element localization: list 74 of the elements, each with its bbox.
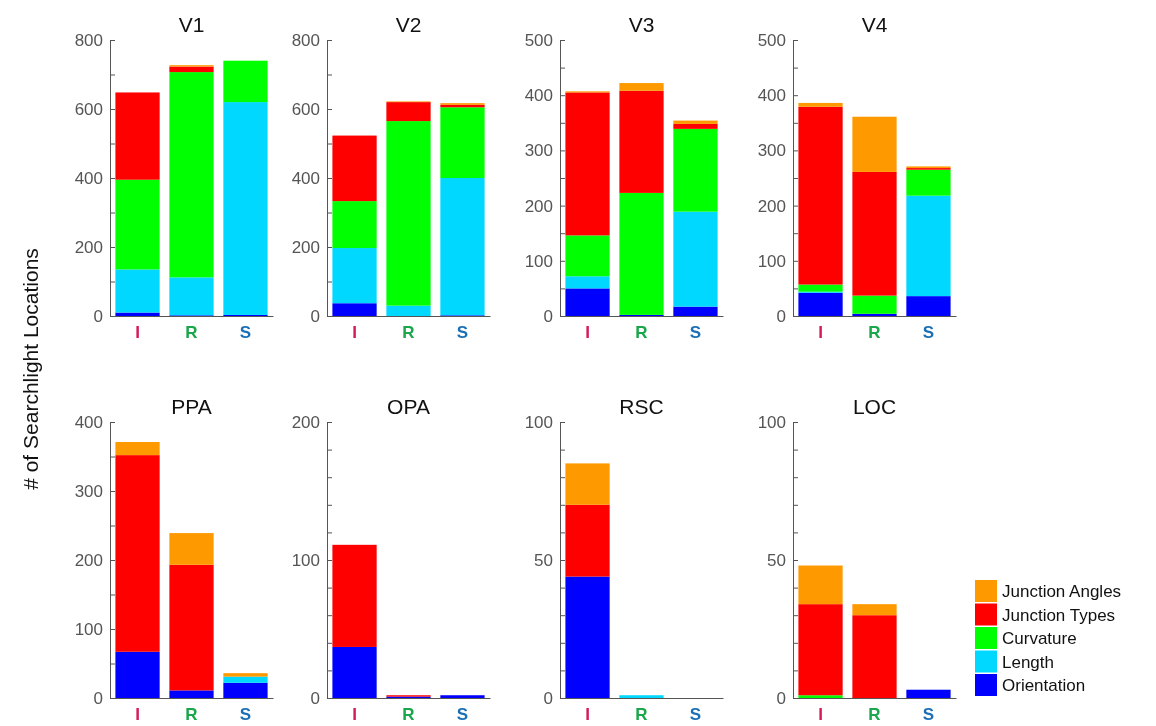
x-tick-label: S — [456, 322, 469, 342]
x-tick-label: I — [585, 322, 590, 342]
chart-title: PPA — [171, 395, 212, 418]
y-tick-label: 0 — [776, 688, 786, 708]
chart-title: V2 — [395, 13, 422, 36]
y-tick-label: 800 — [291, 30, 320, 50]
y-tick-label: 50 — [534, 550, 553, 570]
x-tick-label: R — [868, 704, 881, 724]
y-tick-label: 0 — [543, 688, 553, 708]
y-tick-label: 600 — [291, 99, 320, 119]
y-tick-label: 0 — [310, 688, 320, 708]
y-tick-label: 400 — [74, 412, 103, 432]
y-tick-label: 500 — [757, 30, 786, 50]
y-tick-label: 200 — [74, 550, 103, 570]
y-tick-label: 300 — [524, 141, 553, 161]
y-tick-label: 400 — [757, 86, 786, 106]
x-tick-label: S — [689, 704, 702, 724]
y-tick-label: 100 — [757, 251, 786, 271]
chart-title: V4 — [861, 13, 888, 36]
y-tick-label: 0 — [93, 306, 103, 326]
x-tick-label: I — [352, 322, 357, 342]
x-tick-label: R — [635, 704, 648, 724]
y-tick-label: 100 — [74, 619, 103, 639]
legend-label: Junction Angles — [1002, 582, 1122, 601]
y-tick-label: 400 — [74, 168, 103, 188]
y-tick-label: 200 — [757, 196, 786, 216]
x-tick-label: R — [185, 704, 198, 724]
x-tick-label: S — [689, 322, 702, 342]
y-tick-label: 400 — [524, 86, 553, 106]
y-tick-label: 100 — [524, 412, 553, 432]
x-tick-label: R — [868, 322, 881, 342]
y-tick-label: 200 — [291, 412, 320, 432]
x-tick-label: S — [239, 704, 252, 724]
x-tick-label: I — [585, 704, 590, 724]
y-tick-label: 0 — [543, 306, 553, 326]
y-tick-label: 200 — [74, 237, 103, 257]
y-tick-label: 200 — [524, 196, 553, 216]
x-tick-label: I — [135, 322, 140, 342]
y-tick-label: 400 — [291, 168, 320, 188]
x-tick-label: I — [818, 322, 823, 342]
y-tick-label: 0 — [776, 306, 786, 326]
y-tick-label: 50 — [767, 550, 786, 570]
x-tick-label: I — [818, 704, 823, 724]
x-tick-label: S — [456, 704, 469, 724]
x-tick-label: S — [922, 704, 935, 724]
x-tick-label: I — [135, 704, 140, 724]
x-tick-label: R — [635, 322, 648, 342]
y-tick-label: 0 — [93, 688, 103, 708]
y-tick-label: 0 — [310, 306, 320, 326]
x-tick-label: R — [402, 322, 415, 342]
x-tick-label: R — [402, 704, 415, 724]
y-tick-label: 600 — [74, 99, 103, 119]
y-tick-label: 500 — [524, 30, 553, 50]
chart-title: OPA — [387, 395, 430, 418]
y-tick-label: 100 — [524, 251, 553, 271]
legend-label: Length — [1002, 652, 1054, 672]
y-tick-label: 100 — [291, 550, 320, 570]
x-tick-label: R — [185, 322, 198, 342]
legend-label: Curvature — [1002, 629, 1077, 648]
legend-label: Orientation — [1002, 676, 1086, 695]
y-tick-label: 100 — [757, 412, 786, 432]
y-tick-label: 300 — [74, 481, 103, 501]
x-tick-label: S — [922, 322, 935, 342]
y-tick-label: 800 — [74, 30, 103, 50]
chart-title: V3 — [628, 13, 655, 36]
x-tick-label: I — [352, 704, 357, 724]
x-tick-label: S — [239, 322, 252, 342]
chart-title: V1 — [178, 13, 205, 36]
y-tick-label: 300 — [757, 141, 786, 161]
legend-label: Junction Types — [1002, 605, 1116, 625]
chart-title: LOC — [852, 395, 897, 418]
y-tick-label: 200 — [291, 237, 320, 257]
chart-title: RSC — [619, 395, 664, 418]
y-axis-title: # of Searchlight Locations — [19, 248, 42, 490]
